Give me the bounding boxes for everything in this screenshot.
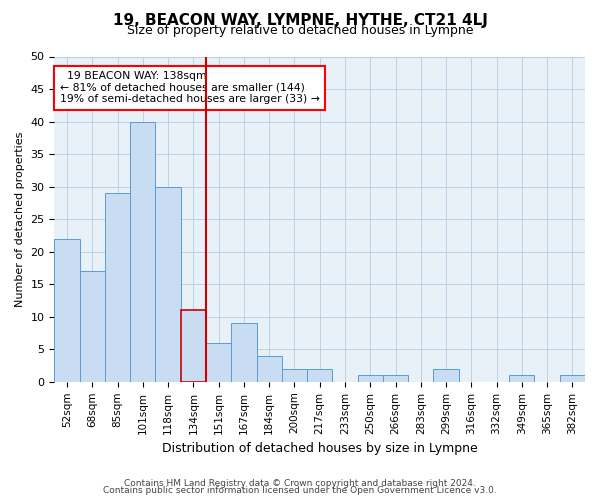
- Text: Size of property relative to detached houses in Lympne: Size of property relative to detached ho…: [127, 24, 473, 37]
- Bar: [155, 186, 181, 382]
- Text: 19 BEACON WAY: 138sqm
← 81% of detached houses are smaller (144)
19% of semi-det: 19 BEACON WAY: 138sqm ← 81% of detached …: [60, 71, 320, 104]
- Text: Contains HM Land Registry data © Crown copyright and database right 2024.: Contains HM Land Registry data © Crown c…: [124, 478, 476, 488]
- Bar: [383, 376, 408, 382]
- Bar: [358, 376, 383, 382]
- Bar: [80, 271, 105, 382]
- X-axis label: Distribution of detached houses by size in Lympne: Distribution of detached houses by size …: [162, 442, 478, 455]
- Bar: [206, 343, 231, 382]
- Bar: [282, 369, 307, 382]
- Bar: [257, 356, 282, 382]
- Bar: [433, 369, 458, 382]
- Bar: [560, 376, 585, 382]
- Bar: [231, 324, 257, 382]
- Bar: [130, 122, 155, 382]
- Bar: [181, 310, 206, 382]
- Bar: [509, 376, 535, 382]
- Bar: [105, 193, 130, 382]
- Bar: [55, 238, 80, 382]
- Text: Contains public sector information licensed under the Open Government Licence v3: Contains public sector information licen…: [103, 486, 497, 495]
- Y-axis label: Number of detached properties: Number of detached properties: [15, 132, 25, 307]
- Bar: [307, 369, 332, 382]
- Text: 19, BEACON WAY, LYMPNE, HYTHE, CT21 4LJ: 19, BEACON WAY, LYMPNE, HYTHE, CT21 4LJ: [113, 12, 487, 28]
